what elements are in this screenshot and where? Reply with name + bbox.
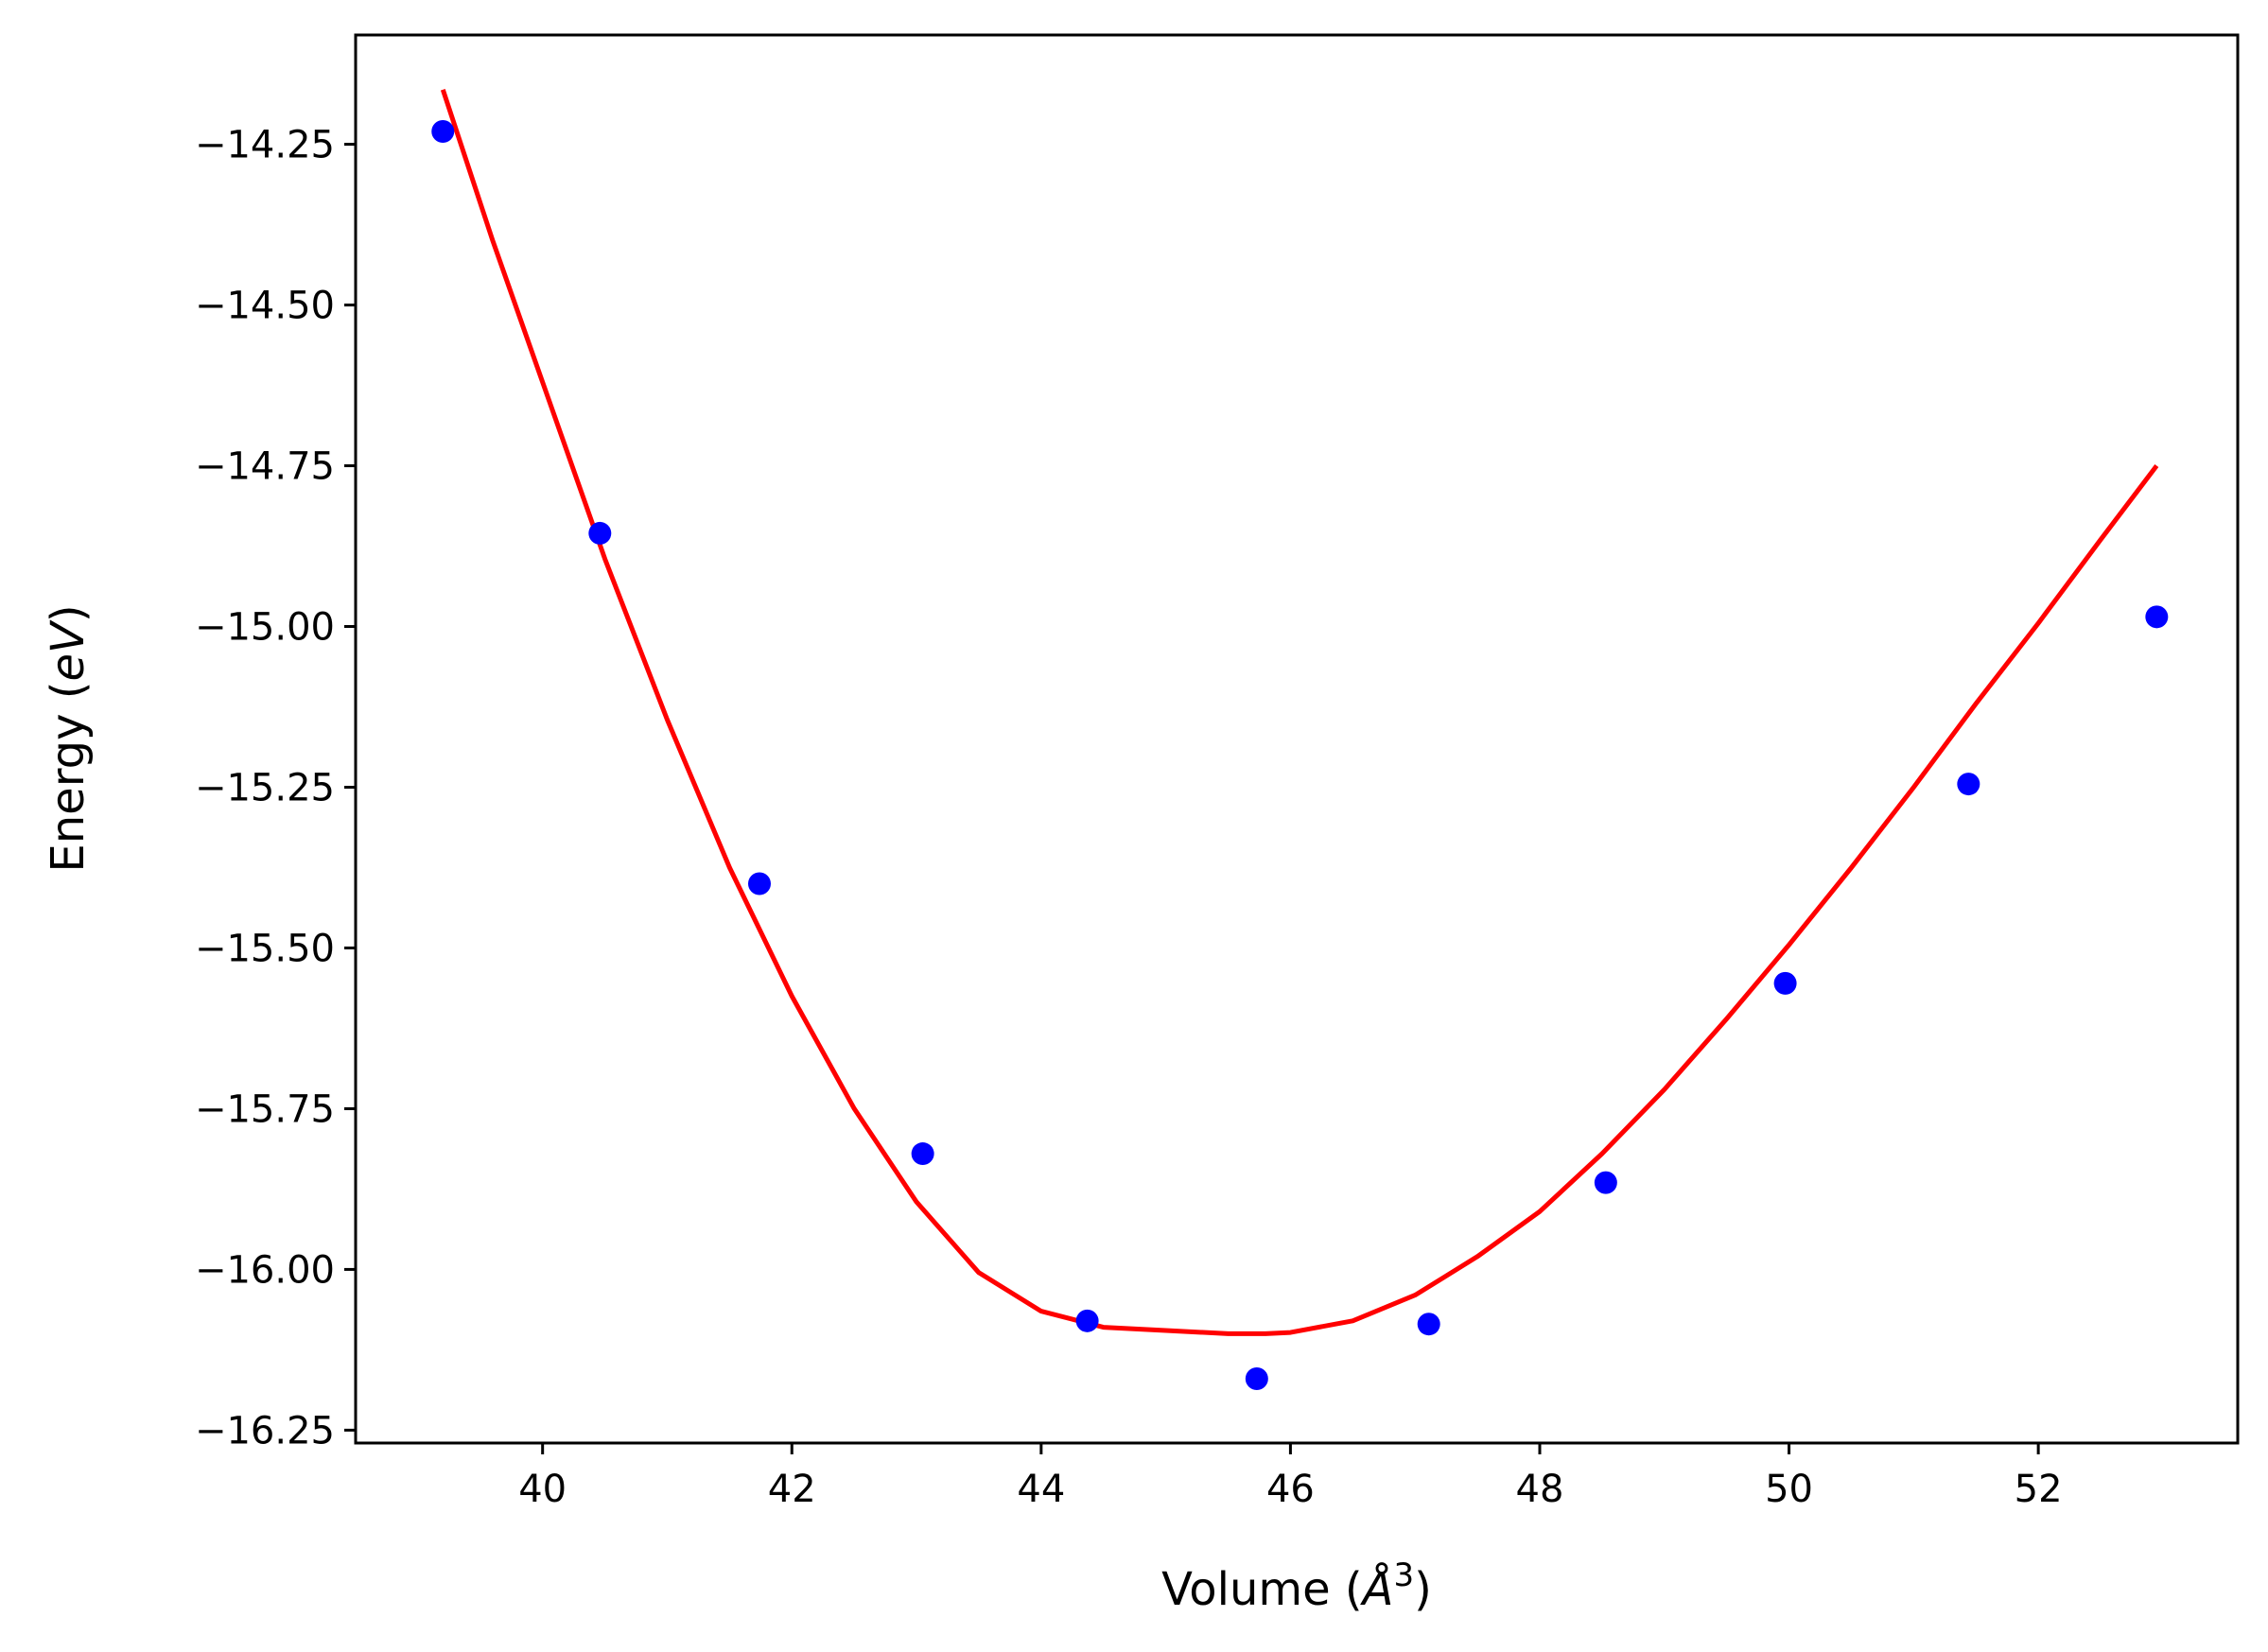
data-point	[431, 119, 455, 143]
y-tick-label: −14.25	[195, 124, 335, 167]
data-point	[1075, 1309, 1099, 1332]
fit-curve	[440, 89, 2159, 1336]
series-layer	[431, 89, 2169, 1391]
data-point	[1417, 1313, 1440, 1336]
y-tick-label: −14.75	[195, 445, 335, 489]
data-point	[911, 1142, 934, 1166]
data-point	[1594, 1171, 1617, 1194]
x-tick-label: 40	[518, 1468, 567, 1511]
data-point	[588, 521, 612, 545]
data-point	[747, 872, 771, 896]
plot-frame	[354, 33, 2240, 1445]
x-tick-label: 46	[1266, 1468, 1315, 1511]
y-tick-label: −16.00	[195, 1248, 335, 1292]
x-axis-label: Volume (Å3)	[1161, 1556, 1432, 1616]
y-tick-label: −15.00	[195, 606, 335, 650]
x-tick-label: 48	[1516, 1468, 1564, 1511]
y-axis-label: Energy (eV)	[42, 604, 95, 872]
y-tick-label: −14.50	[195, 285, 335, 328]
data-point	[1773, 971, 1797, 995]
y-tick-label: −15.25	[195, 766, 335, 809]
plot-area	[356, 35, 2238, 1443]
x-tick-label: 42	[768, 1468, 816, 1511]
y-axis-ticks: −14.25 −14.50 −14.75 −15.00 −15.25 −15.50 −15.…	[195, 124, 356, 1452]
data-point	[1957, 773, 1980, 796]
y-tick-label: −15.75	[195, 1087, 335, 1131]
y-tick-label: −15.50	[195, 927, 335, 970]
x-tick-label: 50	[1765, 1468, 1813, 1511]
x-axis-ticks: 40 42 44 46 48 50 52	[518, 1443, 2063, 1511]
data-point	[1245, 1367, 1268, 1391]
y-tick-label: −16.25	[195, 1409, 335, 1452]
data-point	[2145, 605, 2169, 629]
x-tick-label: 44	[1017, 1468, 1065, 1511]
x-tick-label: 52	[2015, 1468, 2063, 1511]
